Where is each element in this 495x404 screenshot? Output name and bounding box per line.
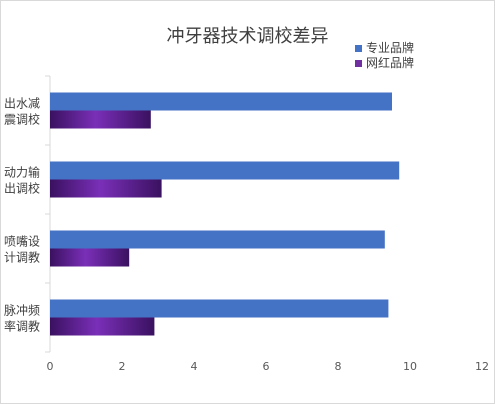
legend-swatch bbox=[355, 45, 362, 52]
chart-title: 冲牙器技术调校差异 bbox=[166, 26, 329, 47]
legend-swatch bbox=[355, 60, 362, 67]
category-label: 喷嘴设计调教 bbox=[4, 235, 40, 265]
category-label: 出水减震调校 bbox=[4, 97, 40, 127]
legend-label: 网红品牌 bbox=[366, 55, 414, 70]
x-tick-label: 0 bbox=[47, 360, 54, 373]
x-tick-label: 10 bbox=[403, 360, 417, 373]
x-tick-label: 8 bbox=[335, 360, 342, 373]
category-label: 动力输出调校 bbox=[4, 165, 40, 196]
x-tick-label: 6 bbox=[263, 360, 270, 373]
bars bbox=[50, 92, 400, 336]
bar-professional-brand bbox=[50, 161, 400, 180]
x-tick-label: 2 bbox=[119, 360, 126, 373]
category-label: 脉冲频率调教 bbox=[4, 303, 40, 334]
bar-influencer-brand bbox=[50, 317, 155, 336]
bar-influencer-brand bbox=[50, 179, 162, 198]
bar-professional-brand bbox=[50, 230, 385, 249]
bar-influencer-brand bbox=[50, 248, 130, 267]
legend-label: 专业品牌 bbox=[366, 40, 414, 55]
x-tick-label: 4 bbox=[191, 360, 198, 373]
bar-professional-brand bbox=[50, 299, 389, 318]
bar-influencer-brand bbox=[50, 110, 151, 129]
bar-professional-brand bbox=[50, 92, 392, 111]
x-tick-label: 12 bbox=[475, 360, 489, 373]
